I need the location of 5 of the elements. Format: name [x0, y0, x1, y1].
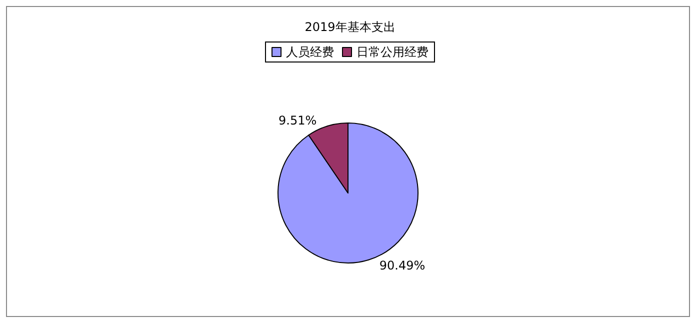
- legend-label: 人员经费: [286, 45, 334, 59]
- legend-label: 日常公用经费: [356, 45, 428, 59]
- chart-title: 2019年基本支出: [304, 20, 396, 34]
- data-label: 90.49%: [379, 258, 426, 273]
- data-label: 9.51%: [278, 113, 317, 128]
